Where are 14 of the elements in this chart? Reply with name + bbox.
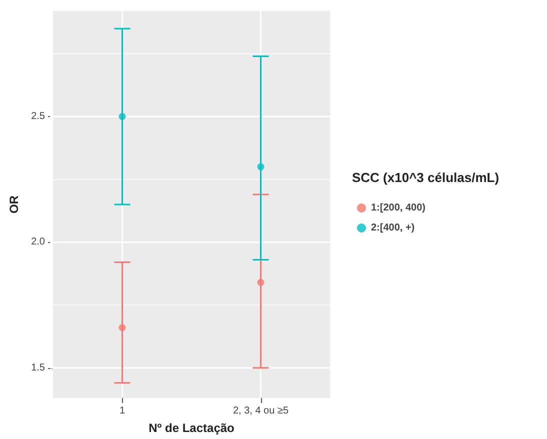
- point: [257, 163, 264, 170]
- y-tick-label: 2.0: [31, 236, 46, 248]
- legend-label: 2:[400, +): [371, 222, 415, 234]
- point: [118, 324, 126, 332]
- legend-label: 1:[200, 400): [371, 202, 426, 214]
- y-tick-label: 2.5: [31, 111, 46, 122]
- y-tick-label: 1.5: [31, 362, 46, 374]
- x-axis-title: Nº de Lactação: [148, 421, 234, 435]
- point: [257, 278, 264, 286]
- x-tick-label: 2, 3, 4 ou ≥5: [232, 406, 289, 416]
- point: [118, 113, 126, 120]
- x-tick-label: 1: [119, 406, 126, 416]
- legend-title: SCC (x10^3 células/mL): [352, 170, 500, 185]
- y-axis-title: OR: [7, 195, 21, 214]
